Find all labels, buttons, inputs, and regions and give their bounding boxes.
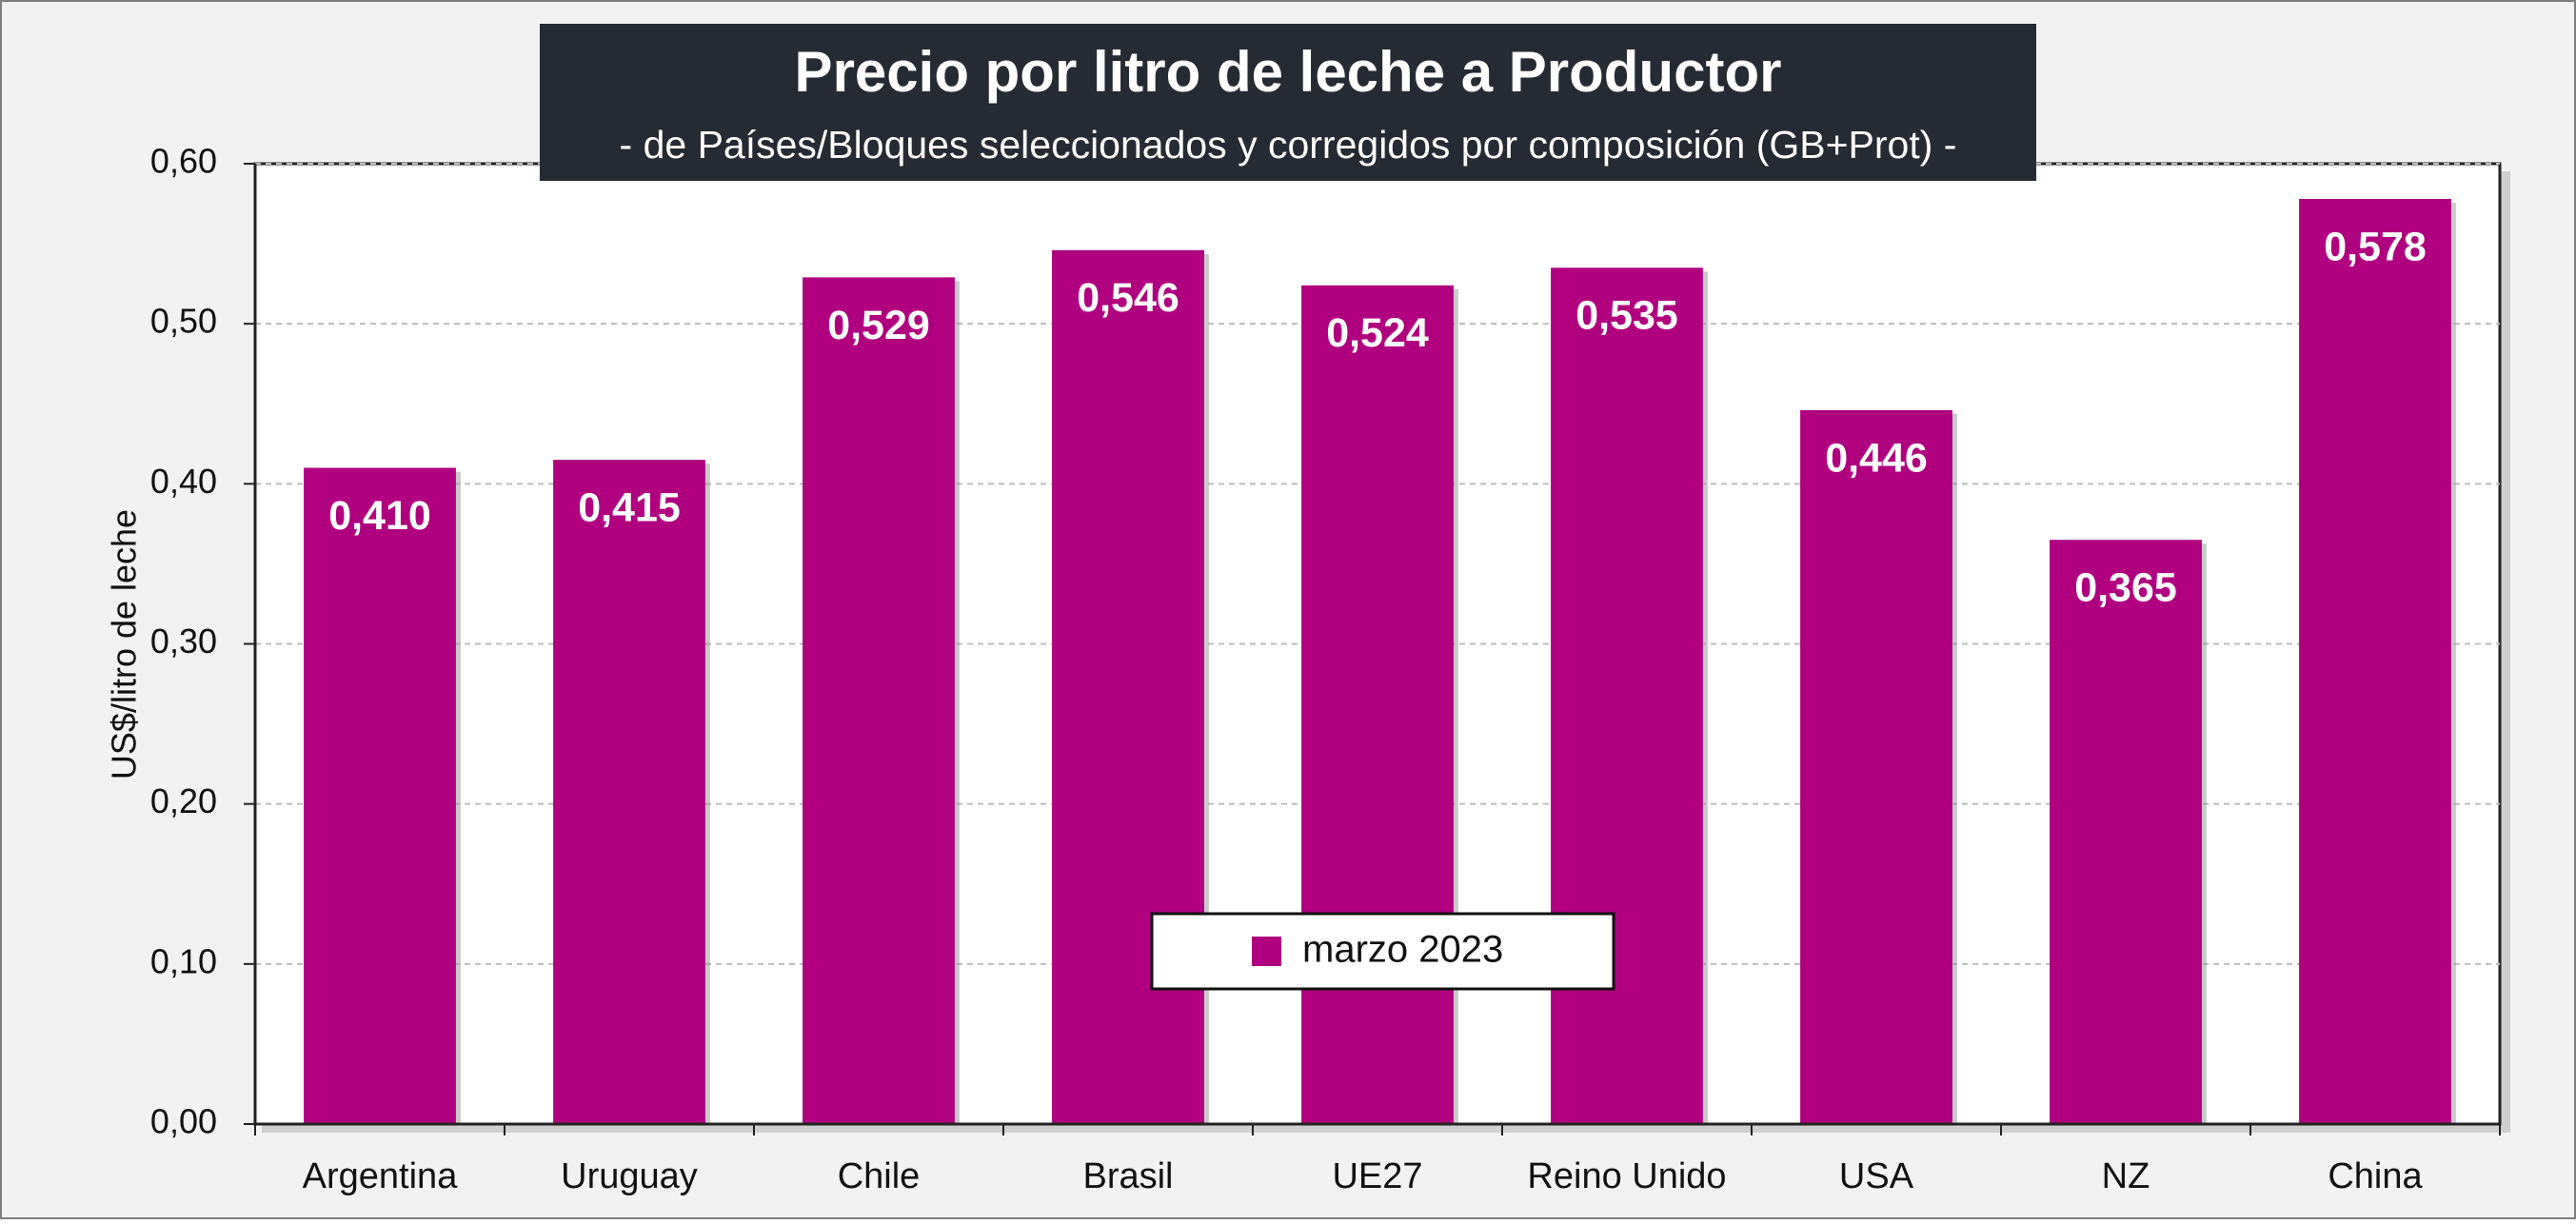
x-tick-label: Argentina: [303, 1156, 459, 1196]
bar: [2299, 198, 2451, 1124]
bar: [304, 467, 456, 1124]
bar-value-label: 0,415: [578, 484, 681, 530]
x-axis: Argentina Uruguay Chile Brasil UE27 Reino Uni…: [254, 1122, 2501, 1196]
legend-label: marzo 2023: [1302, 929, 1503, 971]
x-tick-label: NZ: [2102, 1156, 2150, 1196]
bar: [553, 460, 705, 1124]
bar-value-label: 0,524: [1326, 310, 1429, 356]
x-tick-label: Brasil: [1082, 1156, 1173, 1196]
y-tick-label: 0,50: [150, 302, 217, 341]
bar: [1800, 409, 1952, 1124]
x-tick-label: Uruguay: [561, 1156, 698, 1196]
bar: [1052, 249, 1204, 1124]
legend: marzo 2023: [1150, 912, 1615, 991]
bar: [2050, 540, 2202, 1124]
bar-value-label: 0,529: [827, 303, 930, 348]
y-tick-label: 0,20: [150, 781, 217, 820]
bar-value-label: 0,410: [328, 493, 431, 539]
bar-value-label: 0,535: [1575, 293, 1678, 339]
bar: [803, 277, 955, 1125]
chart-title: Precio por litro de leche a Productor: [795, 40, 1782, 104]
title-block: Precio por litro de leche a Productor - …: [540, 24, 2036, 181]
legend-box: [1150, 912, 1615, 991]
y-tick-label: 0,60: [150, 142, 217, 181]
x-tick-label: UE27: [1332, 1156, 1422, 1196]
y-axis-label: US$/litro de leche: [105, 509, 144, 780]
legend-swatch: [1252, 937, 1281, 966]
y-tick-label: 0,30: [150, 622, 217, 661]
x-tick-label: Chile: [838, 1156, 921, 1196]
bar: [1301, 285, 1454, 1125]
y-tick-label: 0,00: [150, 1102, 217, 1141]
y-tick-label: 0,40: [150, 462, 217, 501]
bar-value-label: 0,546: [1077, 275, 1179, 321]
title-background: [540, 24, 2036, 181]
bar-value-label: 0,446: [1825, 435, 1928, 481]
x-tick-label: USA: [1839, 1156, 1914, 1196]
y-tick-label: 0,10: [150, 941, 217, 980]
x-tick-label: China: [2328, 1156, 2423, 1196]
bar-value-label: 0,578: [2324, 224, 2427, 269]
y-axis: 0,00 0,10 0,20 0,30 0,40 0,50 0,60: [150, 142, 257, 1141]
bar: [1551, 267, 1703, 1124]
x-tick-label: Reino Unido: [1527, 1156, 1726, 1196]
chart-subtitle: - de Países/Bloques seleccionados y corr…: [620, 123, 1957, 167]
bar-value-label: 0,365: [2074, 565, 2177, 611]
